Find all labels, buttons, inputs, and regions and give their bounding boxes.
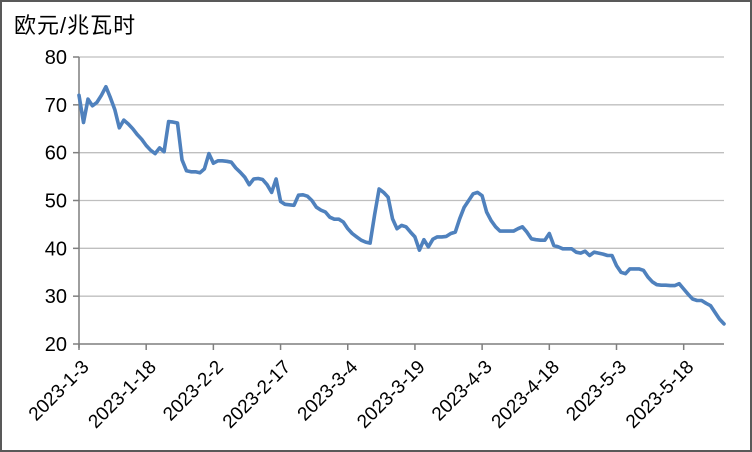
- price-line: [77, 84, 726, 326]
- y-axis-tick-label: 60: [45, 143, 67, 165]
- y-axis-tick-label: 50: [45, 191, 67, 213]
- y-axis-tick-label: 40: [45, 238, 67, 260]
- y-axis-tick-label: 30: [45, 286, 67, 308]
- x-axis-tick-label: 2023-5-3: [562, 357, 631, 426]
- x-axis-tick-label: 2023-2-17: [219, 357, 295, 433]
- x-axis-tick-label: 2023-1-3: [25, 357, 94, 426]
- x-axis-tick-label: 2023-3-19: [353, 357, 429, 433]
- y-axis-tick-label: 80: [45, 47, 67, 69]
- x-axis-tick-label: 2023-1-18: [85, 357, 161, 433]
- x-axis-tick-label: 2023-4-3: [428, 357, 497, 426]
- y-axis-tick-label: 20: [45, 334, 67, 356]
- x-axis-tick-label: 2023-5-18: [622, 357, 698, 433]
- x-axis-tick-label: 2023-4-18: [488, 357, 564, 433]
- x-axis-tick-label: 2023-3-4: [294, 356, 363, 425]
- chart-title: 欧元/兆瓦时: [14, 13, 137, 38]
- y-axis-tick-label: 70: [45, 95, 67, 117]
- x-axis-tick-label: 2023-2-2: [159, 357, 228, 426]
